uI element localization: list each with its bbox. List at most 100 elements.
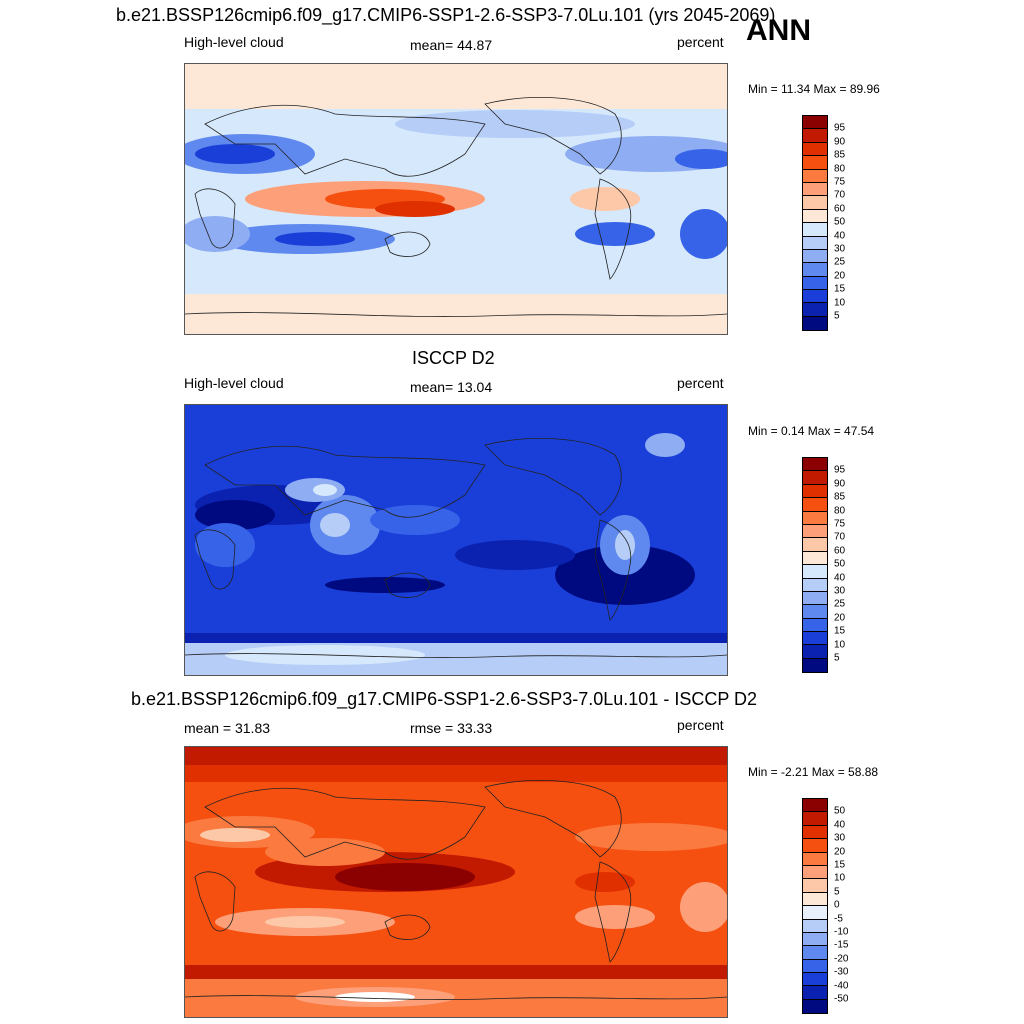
colorbar-box xyxy=(803,565,827,579)
colorbar-tick-label: 90 xyxy=(834,136,846,148)
colorbar-box xyxy=(803,892,827,907)
panel1-title: b.e21.BSSP126cmip6.f09_g17.CMIP6-SSP1-2.… xyxy=(116,5,776,25)
colorbar-box xyxy=(803,524,827,539)
colorbar-box xyxy=(803,605,827,619)
colorbar-tick-label: -40 xyxy=(834,980,849,992)
colorbar-tick-label: 50 xyxy=(834,805,846,817)
colorbar-tick-label: 70 xyxy=(834,189,846,201)
colorbar-box xyxy=(803,303,827,317)
panel3-rmse-label: rmse = 33.33 xyxy=(410,720,493,736)
colorbar-box xyxy=(803,116,827,130)
colorbar-box xyxy=(803,839,827,853)
colorbar-tick-label: -30 xyxy=(834,966,849,978)
colorbar-tick-label: -10 xyxy=(834,926,849,938)
colorbar-box xyxy=(803,263,827,277)
colorbar-tick-label: 20 xyxy=(834,612,846,624)
colorbar-tick-label: 5 xyxy=(834,886,840,898)
panel1-map-svg xyxy=(185,64,727,334)
colorbar-box xyxy=(803,142,827,157)
colorbar-box xyxy=(803,484,827,499)
colorbar-box xyxy=(803,852,827,866)
colorbar-box xyxy=(803,658,827,673)
colorbar-box xyxy=(803,290,827,304)
panel3-min-max: Min = -2.21 Max = 58.88 xyxy=(748,765,879,779)
panel3-map-svg xyxy=(185,747,727,1017)
panel1-colorbar xyxy=(802,115,828,332)
colorbar-tick-label: 10 xyxy=(834,297,846,309)
colorbar-tick-label: 25 xyxy=(834,598,846,610)
colorbar-tick-label: 80 xyxy=(834,505,846,517)
panel3-mean-label: mean = 31.83 xyxy=(184,720,271,736)
colorbar-box xyxy=(803,865,827,880)
colorbar-tick-label: 5 xyxy=(834,652,840,664)
panel2-colorbar xyxy=(802,457,828,674)
panel3-colorbar xyxy=(802,798,828,1015)
colorbar-tick-label: 5 xyxy=(834,310,840,322)
colorbar-box xyxy=(803,959,827,974)
panel1-units-label: percent xyxy=(677,34,724,50)
colorbar-box xyxy=(803,906,827,920)
panel2-min-max: Min = 0.14 Max = 47.54 xyxy=(748,424,875,438)
colorbar-box xyxy=(803,196,827,210)
panel1-min-max: Min = 11.34 Max = 89.96 xyxy=(748,82,880,96)
colorbar-tick-label: 40 xyxy=(834,572,846,584)
panel2-map xyxy=(184,404,728,676)
colorbar-box xyxy=(803,799,827,813)
colorbar-tick-label: 25 xyxy=(834,256,846,268)
colorbar-box xyxy=(803,156,827,170)
colorbar-box xyxy=(803,458,827,472)
colorbar-tick-label: -50 xyxy=(834,993,849,1005)
panel1-mean-label: mean= 44.87 xyxy=(410,37,493,53)
colorbar-box xyxy=(803,879,827,893)
panel2-map-svg xyxy=(185,405,727,675)
colorbar-box xyxy=(803,812,827,826)
colorbar-tick-label: 30 xyxy=(834,585,846,597)
season-label: ANN xyxy=(746,14,811,47)
colorbar-box xyxy=(803,591,827,606)
colorbar-tick-label: 20 xyxy=(834,270,846,282)
colorbar-tick-label: 30 xyxy=(834,243,846,255)
colorbar-tick-label: 75 xyxy=(834,176,846,188)
colorbar-tick-label: 85 xyxy=(834,149,846,161)
colorbar-tick-label: -15 xyxy=(834,939,849,951)
colorbar-box xyxy=(803,551,827,566)
colorbar-box xyxy=(803,578,827,592)
colorbar-box xyxy=(803,538,827,552)
colorbar-box xyxy=(803,645,827,659)
colorbar-tick-label: 0 xyxy=(834,899,840,911)
colorbar-box xyxy=(803,276,827,291)
panel2-variable-label: High-level cloud xyxy=(184,375,284,391)
colorbar-box xyxy=(803,618,827,633)
panel3-title: b.e21.BSSP126cmip6.f09_g17.CMIP6-SSP1-2.… xyxy=(131,689,758,709)
colorbar-box xyxy=(803,932,827,947)
colorbar-box xyxy=(803,471,827,485)
colorbar-box xyxy=(803,946,827,960)
colorbar-tick-label: 40 xyxy=(834,819,846,831)
colorbar-tick-label: 90 xyxy=(834,478,846,490)
colorbar-box xyxy=(803,825,827,840)
colorbar-box xyxy=(803,973,827,987)
colorbar-tick-label: 80 xyxy=(834,163,846,175)
panel3-map xyxy=(184,746,728,1018)
colorbar-tick-label: 60 xyxy=(834,203,846,215)
colorbar-tick-label: 15 xyxy=(834,283,846,295)
colorbar-tick-label: 50 xyxy=(834,216,846,228)
colorbar-box xyxy=(803,209,827,224)
colorbar-box xyxy=(803,498,827,512)
colorbar-box xyxy=(803,249,827,264)
colorbar-tick-label: -5 xyxy=(834,913,843,925)
panel2-units-label: percent xyxy=(677,375,724,391)
colorbar-tick-label: 20 xyxy=(834,846,846,858)
colorbar-tick-label: 40 xyxy=(834,230,846,242)
colorbar-box xyxy=(803,511,827,525)
colorbar-tick-label: 85 xyxy=(834,491,846,503)
colorbar-box xyxy=(803,986,827,1000)
colorbar-tick-label: 95 xyxy=(834,122,846,134)
colorbar-tick-label: 60 xyxy=(834,545,846,557)
colorbar-box xyxy=(803,223,827,237)
colorbar-tick-label: 15 xyxy=(834,859,846,871)
colorbar-box xyxy=(803,169,827,183)
panel3-units-label: percent xyxy=(677,717,724,733)
colorbar-box xyxy=(803,129,827,143)
colorbar-tick-label: 15 xyxy=(834,625,846,637)
